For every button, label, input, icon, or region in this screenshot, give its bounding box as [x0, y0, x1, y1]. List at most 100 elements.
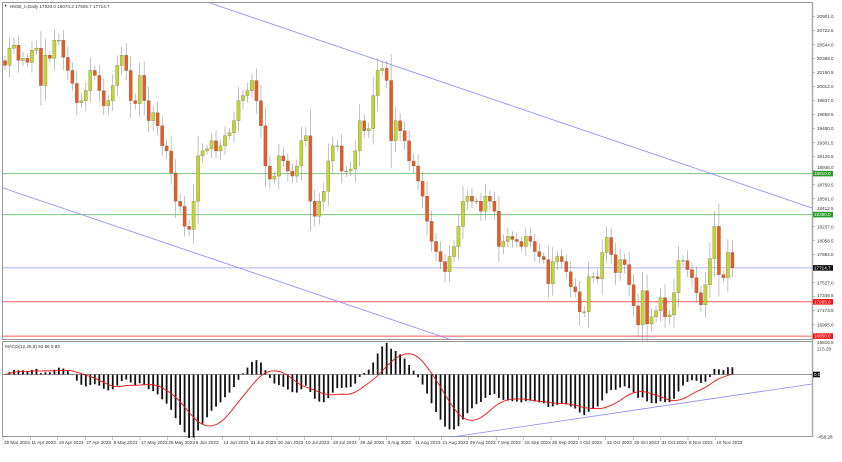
macd-tick-label: 215.28 — [817, 347, 831, 352]
price-axis-labels: 20901.0 20722.5 20544.0 20369.0 20190.5 20012… — [812, 14, 834, 345]
candle-body-bull — [200, 150, 205, 157]
candle — [726, 238, 730, 293]
candle-body-bull — [12, 45, 16, 49]
candle-body-bear — [438, 251, 443, 262]
date-tick-label: 4 Oct 2023 — [579, 440, 602, 445]
macd-bar — [246, 367, 249, 375]
candle-body-bear — [694, 277, 699, 293]
candle — [542, 252, 546, 264]
date-tick-label: 8 Nov 2023 — [689, 440, 713, 445]
candle — [133, 93, 137, 110]
date-tick-label: 18 Jul 2023 — [333, 440, 357, 445]
price-tick-label: 17173.5 — [817, 308, 834, 313]
macd-bar — [197, 374, 199, 431]
candle — [371, 76, 375, 145]
candle-body-bear — [699, 292, 703, 305]
candle — [366, 123, 371, 138]
candle — [151, 105, 155, 131]
macd-bar — [471, 374, 473, 409]
macd-histogram — [4, 342, 734, 438]
candle — [353, 140, 357, 183]
macd-bar — [457, 374, 460, 427]
candle — [560, 248, 564, 269]
candle — [160, 115, 164, 157]
candle — [299, 126, 304, 181]
candle — [640, 271, 645, 341]
date-tick-label: 7 Sep 2023 — [497, 440, 521, 445]
candle — [308, 108, 313, 232]
price-tick-label: 18769.5 — [817, 182, 834, 187]
chart-menu-icon[interactable]: ▾ — [5, 3, 8, 8]
candle-body-bull — [461, 201, 465, 227]
candle — [465, 190, 470, 210]
price-tick-label: 17348.5 — [817, 293, 834, 298]
candle — [146, 86, 151, 132]
candle — [551, 246, 555, 296]
candle-body-bull — [209, 140, 214, 150]
candle — [555, 250, 560, 271]
candle — [268, 155, 272, 189]
candle-body-bear — [308, 135, 313, 202]
candle — [304, 127, 308, 147]
date-tick-label: 13 Jun 2023 — [223, 440, 249, 445]
candle — [61, 30, 66, 71]
price-tick-label: 20369.0 — [817, 56, 834, 61]
candle — [335, 139, 340, 151]
candle — [3, 55, 7, 71]
upper-trendline[interactable] — [209, 2, 813, 209]
macd-bar — [93, 374, 96, 385]
macd-bar — [453, 374, 455, 430]
macd-bar — [646, 374, 648, 402]
macd-bar — [327, 374, 330, 399]
candle-body-bull — [524, 236, 528, 247]
macd-bar — [255, 360, 258, 375]
candle — [155, 102, 160, 136]
macd-bar — [188, 374, 190, 438]
level-label-box — [813, 265, 833, 271]
macd-trendline[interactable] — [451, 383, 813, 438]
date-tick-label: 20 Oct 2023 — [634, 440, 659, 445]
macd-bar — [107, 374, 110, 391]
macd-bar — [134, 374, 137, 386]
candle — [339, 133, 344, 184]
candle-body-bull — [218, 145, 223, 152]
macd-bar — [695, 374, 698, 381]
macd-bar — [49, 372, 51, 375]
date-tick-label: 21 Aug 2023 — [442, 440, 468, 445]
price-tick-label: 18058.5 — [817, 238, 834, 243]
candle-body-bull — [106, 100, 111, 106]
macd-bar — [614, 374, 617, 390]
candle — [84, 82, 88, 112]
candle-body-bear — [16, 45, 21, 61]
candle-body-bull — [227, 132, 232, 136]
candle — [533, 233, 537, 263]
candle — [214, 130, 218, 159]
macd-bar — [354, 374, 357, 384]
macd-bar — [601, 374, 604, 401]
candle-body-bear — [169, 150, 173, 174]
candle-body-bull — [326, 160, 331, 192]
candle-body-bull — [667, 314, 672, 318]
macd-bar — [120, 374, 123, 382]
candle-body-bear — [93, 70, 97, 76]
candle-body-bear — [690, 269, 694, 278]
candle-body-bear — [124, 55, 128, 71]
candle — [546, 246, 551, 299]
candle — [667, 310, 672, 325]
candle — [344, 166, 348, 178]
candle-body-bull — [151, 112, 155, 121]
macd-bar — [75, 374, 78, 381]
macd-bar — [583, 374, 586, 416]
candle-body-bear — [70, 70, 75, 84]
lower-trendline[interactable] — [2, 187, 453, 341]
macd-bar — [722, 370, 725, 375]
date-tick-label: 10 Jul 2023 — [305, 440, 329, 445]
date-tick-label: 27 Apr 2023 — [86, 440, 111, 445]
candle — [645, 275, 649, 343]
candle — [259, 84, 263, 139]
price-tick-label: 16995.0 — [817, 322, 834, 327]
candle-body-bull — [551, 261, 555, 284]
macd-bar — [726, 367, 729, 375]
candle-body-bear — [519, 241, 524, 247]
